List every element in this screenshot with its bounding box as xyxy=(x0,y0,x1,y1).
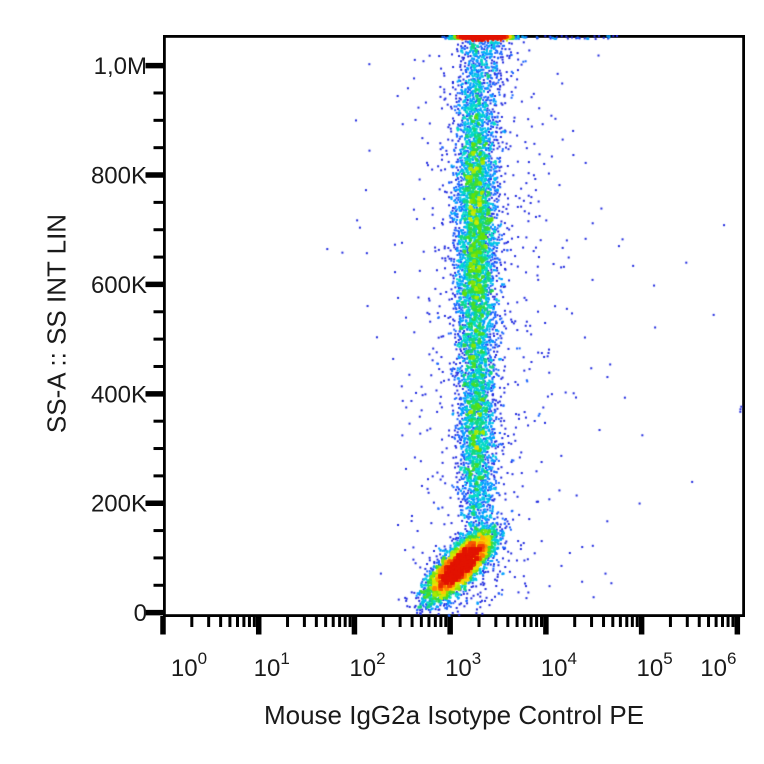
x-tick-label: 105 xyxy=(637,649,673,682)
y-tick-label: 0 xyxy=(134,600,147,627)
y-axis-title: SS-A :: SS INT LIN xyxy=(41,213,72,434)
y-tick-label: 200K xyxy=(91,491,147,518)
x-tick-label: 106 xyxy=(700,649,736,682)
x-tick-label: 100 xyxy=(171,649,207,682)
x-tick-label: 103 xyxy=(445,649,481,682)
y-tick-label: 800K xyxy=(91,163,147,190)
x-tick-label: 102 xyxy=(349,649,385,682)
y-tick-label: 400K xyxy=(91,381,147,408)
plot-canvas xyxy=(163,35,745,617)
y-tick-label: 1,0M xyxy=(94,53,147,80)
x-tick-label: 101 xyxy=(254,649,290,682)
y-tick-label: 600K xyxy=(91,272,147,299)
x-tick-label: 104 xyxy=(541,649,577,682)
x-axis-title: Mouse IgG2a Isotype Control PE xyxy=(263,700,645,730)
